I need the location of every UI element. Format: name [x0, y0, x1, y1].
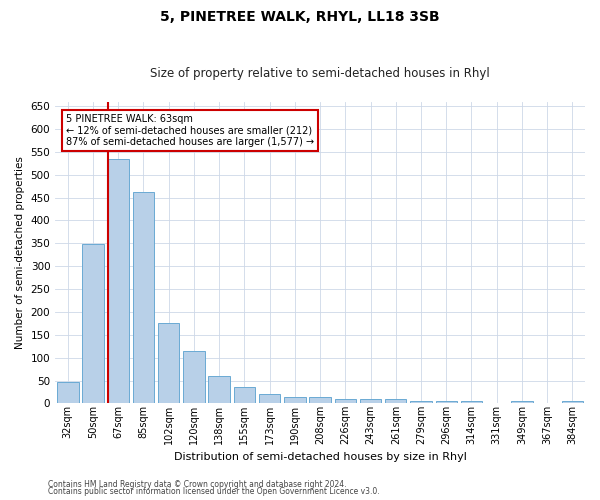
Bar: [335, 399, 356, 404]
Title: Size of property relative to semi-detached houses in Rhyl: Size of property relative to semi-detach…: [150, 66, 490, 80]
Bar: [310, 396, 331, 404]
Text: 5 PINETREE WALK: 63sqm
← 12% of semi-detached houses are smaller (212)
87% of se: 5 PINETREE WALK: 63sqm ← 12% of semi-det…: [66, 114, 314, 147]
Bar: [57, 382, 79, 404]
Bar: [284, 396, 305, 404]
Bar: [183, 351, 205, 404]
Bar: [385, 400, 406, 404]
Bar: [133, 192, 154, 404]
Bar: [410, 400, 432, 404]
Bar: [158, 324, 179, 404]
Bar: [436, 401, 457, 404]
Bar: [82, 244, 104, 404]
Text: Contains HM Land Registry data © Crown copyright and database right 2024.: Contains HM Land Registry data © Crown c…: [48, 480, 347, 489]
Text: Contains public sector information licensed under the Open Government Licence v3: Contains public sector information licen…: [48, 487, 380, 496]
Bar: [107, 158, 129, 404]
Bar: [208, 376, 230, 404]
Text: 5, PINETREE WALK, RHYL, LL18 3SB: 5, PINETREE WALK, RHYL, LL18 3SB: [160, 10, 440, 24]
Y-axis label: Number of semi-detached properties: Number of semi-detached properties: [15, 156, 25, 349]
Bar: [233, 388, 255, 404]
Bar: [461, 401, 482, 404]
X-axis label: Distribution of semi-detached houses by size in Rhyl: Distribution of semi-detached houses by …: [173, 452, 467, 462]
Bar: [511, 401, 533, 404]
Bar: [562, 401, 583, 404]
Bar: [259, 394, 280, 404]
Bar: [360, 399, 381, 404]
